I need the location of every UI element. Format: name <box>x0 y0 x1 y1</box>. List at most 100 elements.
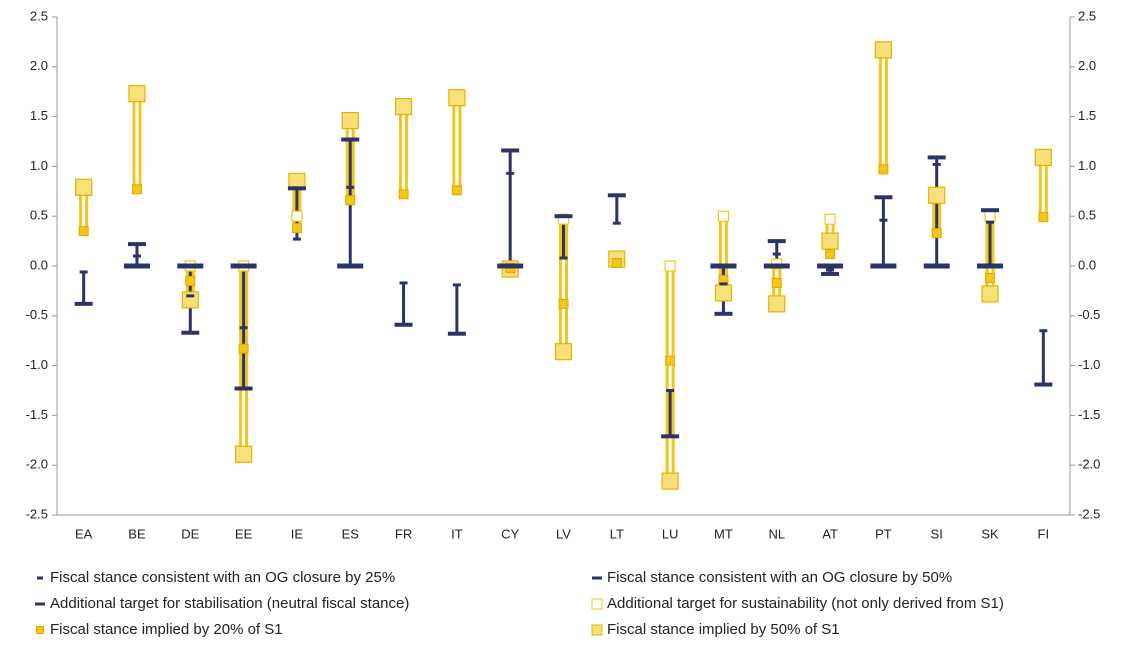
x-tick-label: SK <box>981 526 999 541</box>
marker <box>1034 382 1053 387</box>
range-bar-inner <box>82 187 86 232</box>
marker <box>768 295 786 313</box>
marker <box>719 282 728 286</box>
y2-tick-label: -2.0 <box>1078 457 1100 472</box>
marker <box>79 270 88 274</box>
x-tick-label: BE <box>128 526 146 541</box>
range-bar-inner <box>721 216 725 293</box>
marker <box>181 330 200 335</box>
marker <box>824 213 836 225</box>
range-bar <box>881 197 885 266</box>
marker <box>123 263 150 269</box>
x-tick-label: EE <box>235 526 253 541</box>
marker <box>239 326 248 330</box>
legend-label: Fiscal stance implied by 50% of S1 <box>607 621 840 638</box>
x-tick-label: LU <box>662 526 679 541</box>
range-bar <box>1041 330 1045 385</box>
marker <box>557 213 570 225</box>
marker <box>75 178 93 196</box>
marker <box>611 258 622 269</box>
y2-tick-label: -1.0 <box>1078 357 1100 372</box>
range-bar-inner <box>1041 157 1045 218</box>
marker <box>870 263 897 269</box>
marker <box>345 195 356 206</box>
marker <box>341 137 360 142</box>
marker <box>186 294 195 298</box>
x-tick-label: NL <box>768 526 785 541</box>
x-tick-label: FR <box>395 526 412 541</box>
range-bar <box>455 284 459 334</box>
marker <box>287 186 306 191</box>
marker <box>451 185 462 196</box>
marker <box>985 272 996 283</box>
marker <box>612 221 621 225</box>
marker <box>291 210 303 222</box>
range-bar <box>988 210 992 266</box>
x-tick-label: DE <box>181 526 199 541</box>
marker <box>717 210 730 222</box>
range-bar <box>562 216 565 259</box>
marker <box>767 239 786 244</box>
legend-marker <box>591 598 603 610</box>
marker <box>554 214 573 219</box>
legend-label: Additional target for sustainability (no… <box>607 595 1004 612</box>
y2-tick-label: 1.5 <box>1078 108 1096 123</box>
marker <box>771 277 782 288</box>
marker <box>981 208 1000 213</box>
legend-marker <box>35 602 45 606</box>
marker <box>1038 212 1049 223</box>
range-bar <box>668 390 672 437</box>
legend-marker <box>592 576 602 580</box>
marker <box>74 301 93 306</box>
marker <box>448 89 466 107</box>
marker <box>341 111 359 130</box>
y-tick-label: 0.0 <box>30 257 48 272</box>
marker <box>346 185 355 189</box>
marker <box>874 195 893 200</box>
marker <box>181 291 199 309</box>
y-tick-label: -1.5 <box>26 407 48 422</box>
marker <box>128 85 146 103</box>
marker <box>664 260 676 272</box>
marker <box>923 263 950 269</box>
range-bar <box>935 157 939 266</box>
marker <box>559 256 568 260</box>
marker <box>772 252 781 256</box>
x-tick-label: ES <box>342 526 360 541</box>
marker <box>185 275 196 286</box>
marker <box>398 189 409 200</box>
legend-label: Fiscal stance consistent with an OG clos… <box>607 569 952 586</box>
y2-tick-label: 2.5 <box>1078 8 1096 23</box>
y2-tick-label: -1.5 <box>1078 407 1100 422</box>
marker <box>78 226 89 237</box>
marker <box>558 298 569 309</box>
y-tick-label: 2.5 <box>30 8 48 23</box>
range-bar <box>82 271 86 304</box>
legend-label: Fiscal stance consistent with an OG clos… <box>50 569 395 586</box>
marker <box>710 263 737 269</box>
marker <box>878 164 889 175</box>
range-bar-inner <box>881 49 885 170</box>
legend-label: Additional target for stabilisation (neu… <box>50 595 409 612</box>
range-bar <box>508 150 512 266</box>
marker <box>984 210 996 222</box>
marker <box>127 242 146 247</box>
x-tick-label: LV <box>556 526 571 541</box>
marker <box>817 263 844 269</box>
marker <box>292 237 301 241</box>
marker <box>714 311 733 316</box>
y2-tick-label: -2.5 <box>1078 506 1100 521</box>
marker <box>977 263 1004 269</box>
marker <box>661 434 680 439</box>
marker <box>177 263 204 269</box>
marker <box>1034 148 1052 167</box>
legend-marker <box>36 626 44 634</box>
marker <box>714 284 733 302</box>
y-tick-label: -2.5 <box>26 506 48 521</box>
range-bar-inner <box>135 93 139 190</box>
marker <box>132 254 141 258</box>
marker <box>931 228 942 239</box>
x-tick-label: FI <box>1038 526 1050 541</box>
y2-tick-label: 0.0 <box>1078 257 1096 272</box>
